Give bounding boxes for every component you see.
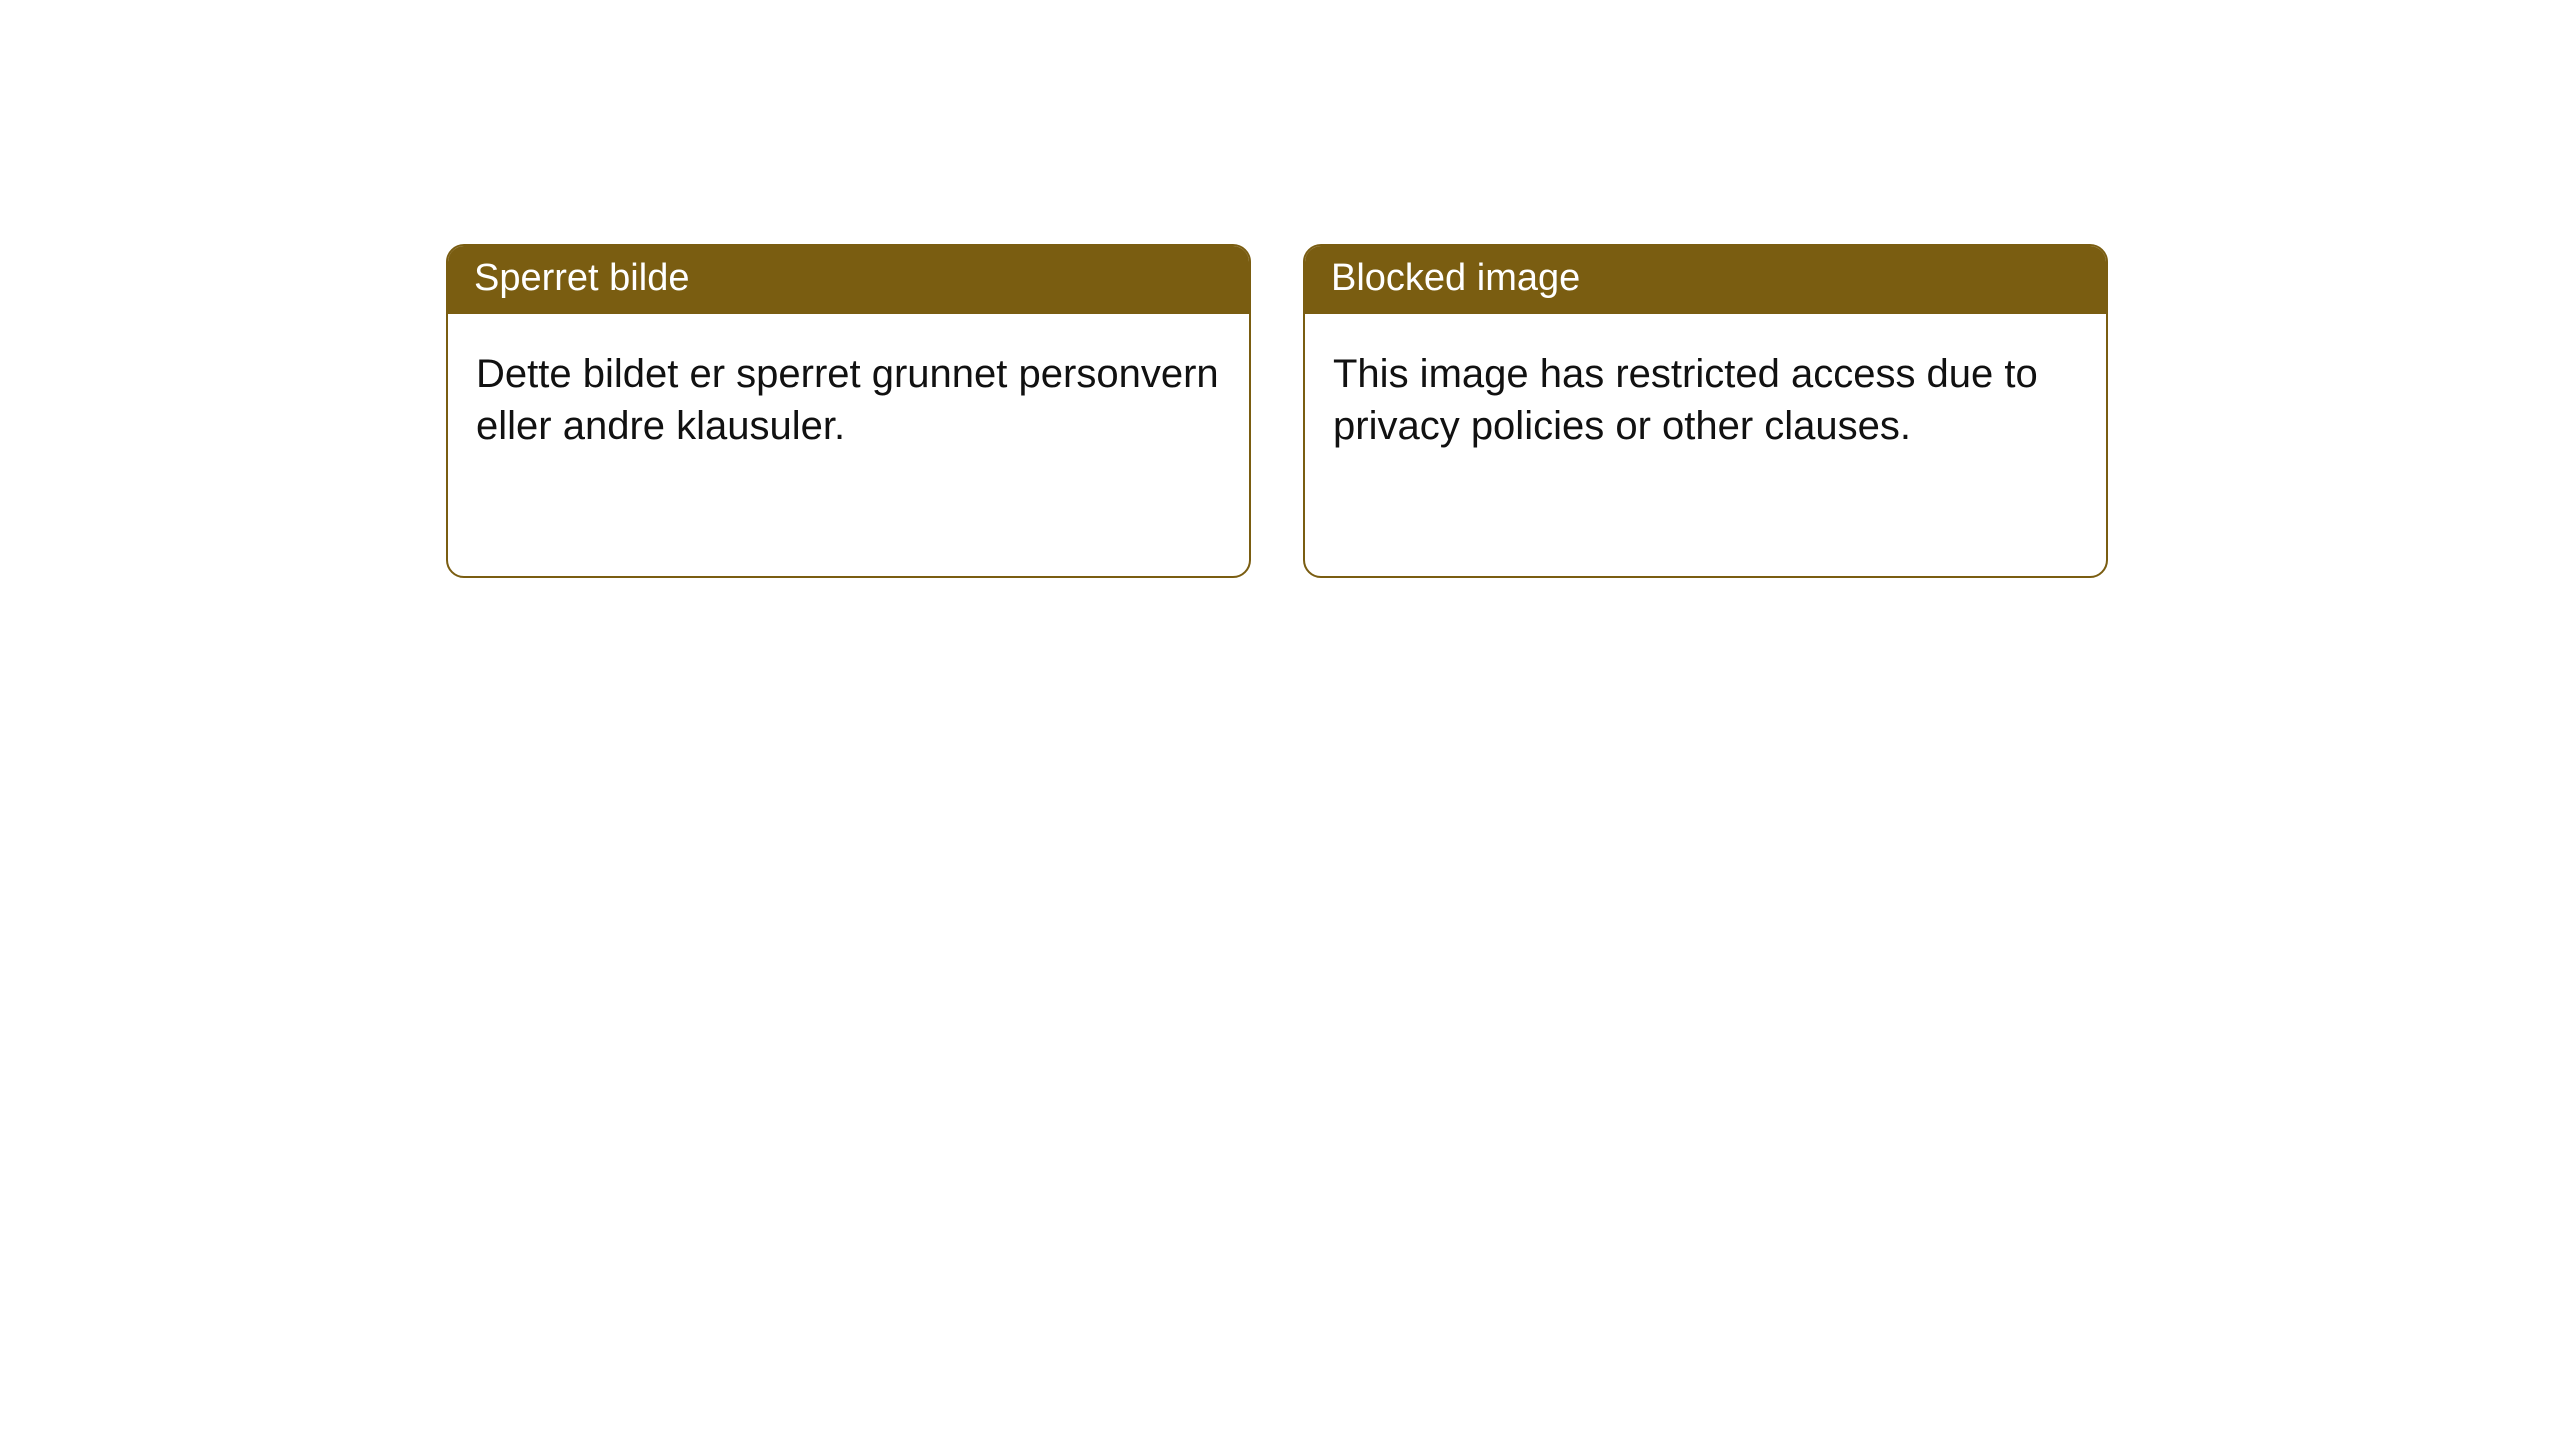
notice-title-english: Blocked image: [1305, 246, 2106, 314]
notice-body-english: This image has restricted access due to …: [1305, 314, 2106, 486]
notice-card-english: Blocked image This image has restricted …: [1303, 244, 2108, 578]
notice-body-norwegian: Dette bildet er sperret grunnet personve…: [448, 314, 1249, 486]
notice-title-norwegian: Sperret bilde: [448, 246, 1249, 314]
notice-container: Sperret bilde Dette bildet er sperret gr…: [0, 0, 2560, 578]
notice-card-norwegian: Sperret bilde Dette bildet er sperret gr…: [446, 244, 1251, 578]
